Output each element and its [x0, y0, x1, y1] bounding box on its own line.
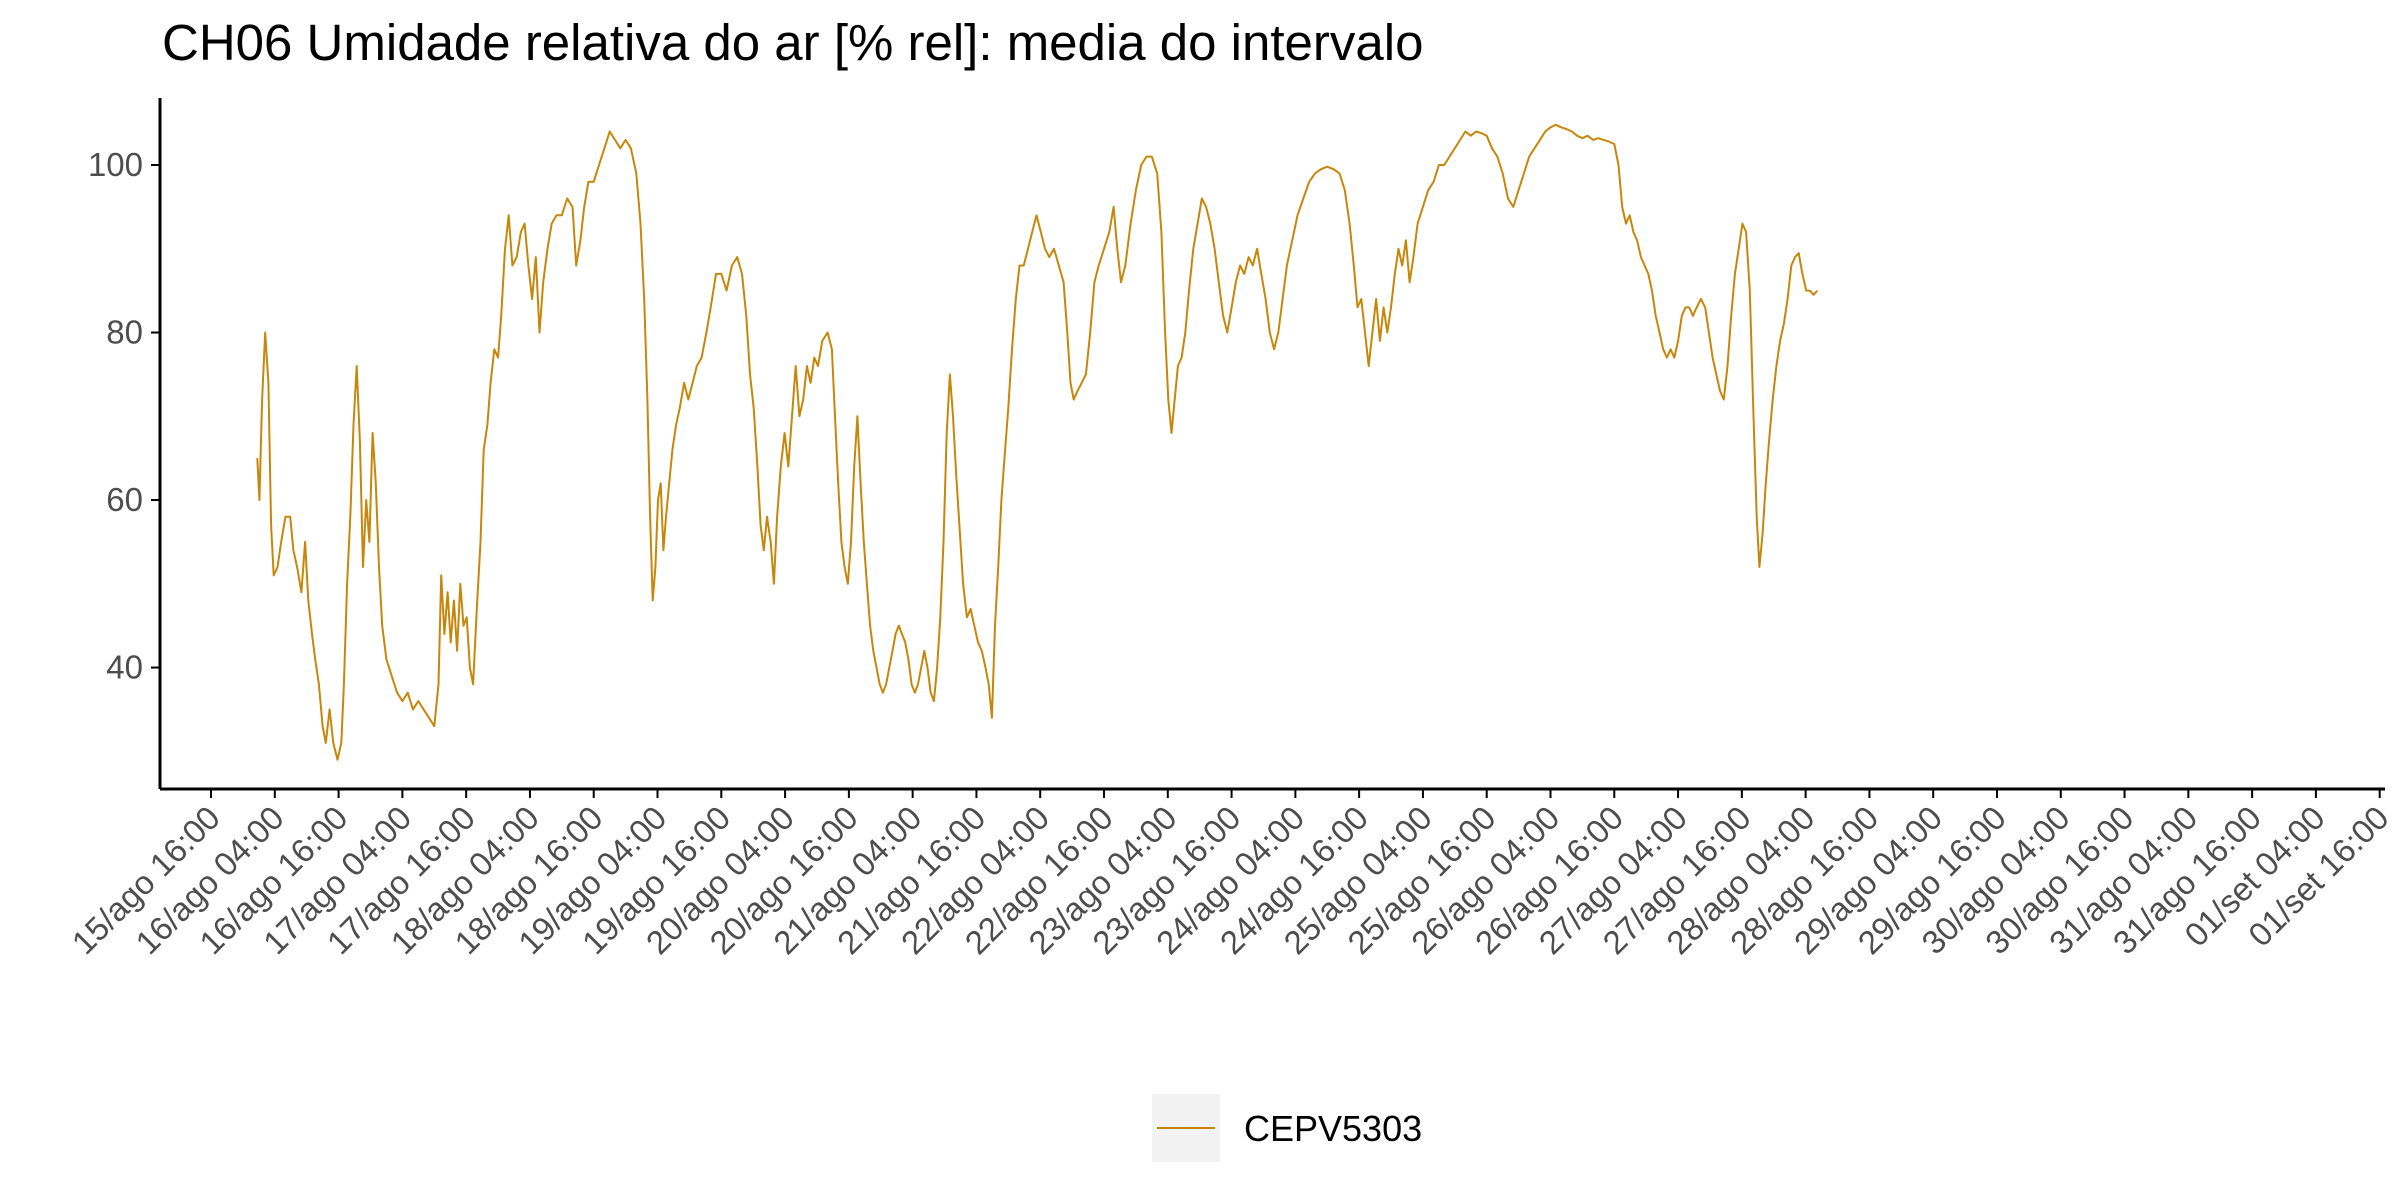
- y-ticks: 40 60 80 100: [88, 146, 160, 686]
- y-tick-label: 60: [106, 481, 143, 518]
- legend-label: CEPV5303: [1244, 1108, 1422, 1149]
- y-tick-label: 40: [106, 649, 143, 686]
- chart-title: CH06 Umidade relativa do ar [% rel]: med…: [162, 14, 1423, 71]
- y-tick-label: 80: [106, 314, 143, 351]
- plot-series: [256, 123, 1819, 761]
- legend: CEPV5303: [1152, 1094, 1422, 1162]
- y-tick-label: 100: [88, 146, 143, 183]
- series-line-cepv5303: [256, 123, 1819, 761]
